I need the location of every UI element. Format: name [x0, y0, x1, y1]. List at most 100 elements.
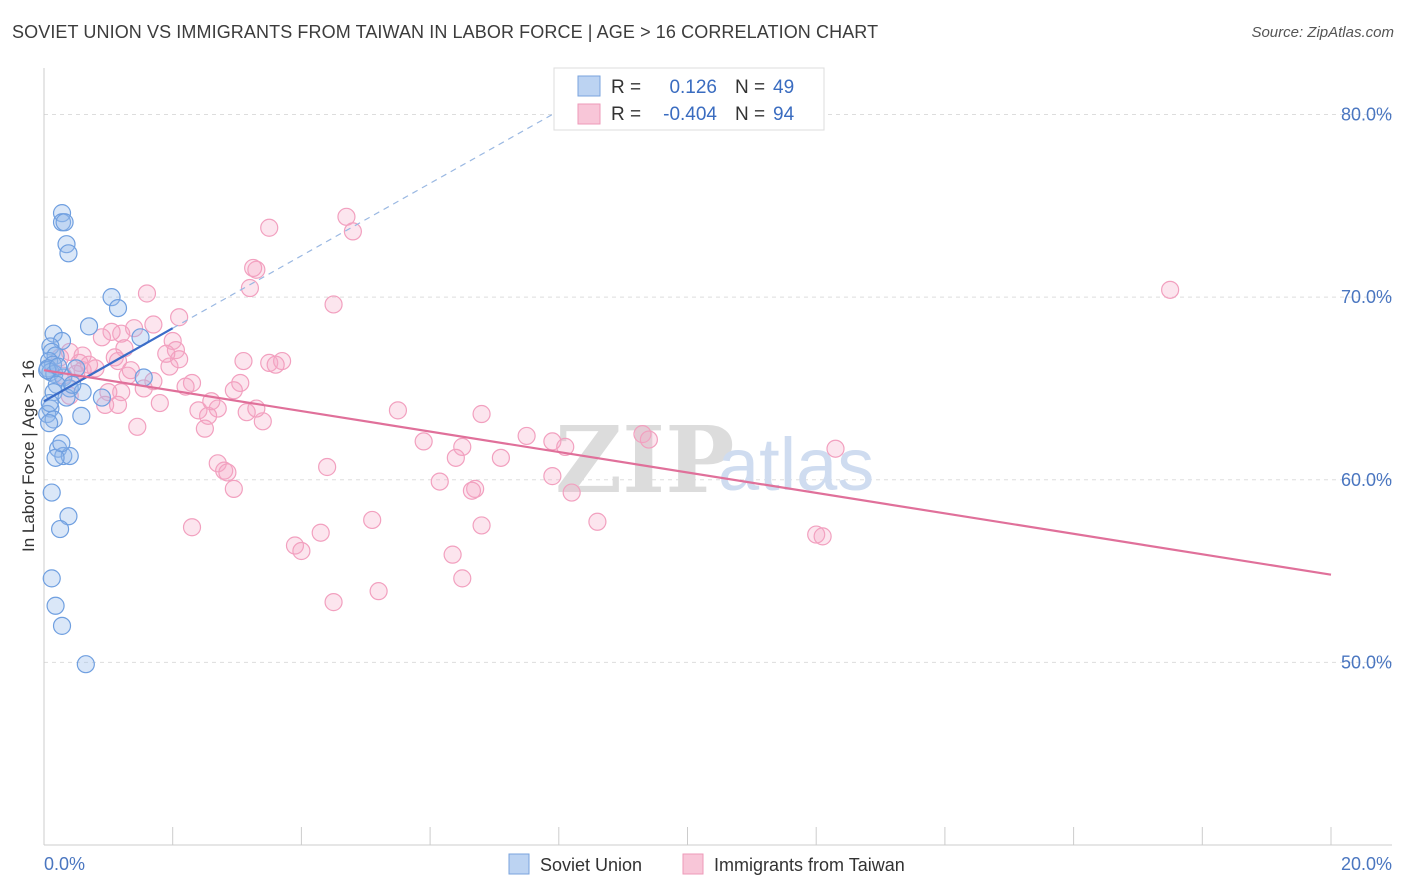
taiwan-point: [472, 404, 491, 424]
soviet-point: [46, 596, 65, 615]
legend-swatch-taiwan: [577, 103, 601, 125]
soviet-point: [108, 299, 128, 318]
taiwan-point: [231, 373, 250, 393]
taiwan-point: [491, 448, 510, 467]
legend-r-label-soviet: R =: [611, 77, 641, 98]
taiwan-point: [195, 419, 214, 438]
taiwan-point: [388, 401, 408, 420]
gridlines: [44, 114, 1392, 663]
taiwan-point: [92, 328, 112, 347]
taiwan-point: [128, 417, 147, 436]
taiwan-point: [311, 523, 330, 542]
taiwan-point: [176, 377, 195, 396]
scatter-points: [38, 204, 1180, 674]
taiwan-point: [414, 432, 433, 451]
taiwan-point: [443, 545, 462, 564]
bottom-legend-taiwan: Immigrants from Taiwan: [714, 855, 905, 875]
axes: [43, 68, 1392, 846]
taiwan-point: [517, 426, 536, 446]
soviet-point: [59, 507, 78, 526]
taiwan-point: [144, 315, 163, 334]
soviet-point: [41, 399, 60, 418]
soviet-point: [134, 368, 153, 387]
taiwan-point: [224, 381, 243, 400]
soviet-point: [40, 393, 59, 413]
taiwan-point: [208, 454, 227, 473]
legend-swatch-soviet: [577, 75, 601, 97]
chart-title: SOVIET UNION VS IMMIGRANTS FROM TAIWAN I…: [12, 22, 879, 42]
soviet-point: [52, 434, 71, 453]
x-tick-labels: 0.0% 20.0%: [44, 854, 1392, 874]
taiwan-point: [453, 569, 472, 588]
x-tick-label-0: 0.0%: [44, 854, 85, 874]
taiwan-point: [144, 372, 163, 391]
legend-n-value-soviet: 49: [773, 77, 794, 98]
top-legend: R = 0.126 N = 49 R = -0.404 N = 94: [553, 67, 825, 131]
legend-n-value-taiwan: 94: [773, 104, 795, 125]
y-tick-label-80: 80.0%: [1341, 105, 1392, 125]
y-tick-labels: 50.0% 60.0% 70.0% 80.0%: [1341, 105, 1392, 673]
soviet-point: [40, 414, 59, 433]
soviet-point: [50, 519, 70, 539]
taiwan-point: [324, 295, 343, 314]
soviet-point: [60, 446, 79, 466]
taiwan-point: [237, 403, 256, 422]
taiwan-point: [556, 437, 575, 456]
bottom-legend-swatch-taiwan: [682, 853, 704, 875]
x-tick-label-20: 20.0%: [1341, 854, 1392, 874]
taiwan-point: [234, 351, 253, 371]
taiwan-point: [266, 355, 285, 374]
taiwan-point: [108, 395, 128, 414]
y-axis-label: In Labor Force | Age > 16: [19, 360, 38, 552]
taiwan-point: [324, 593, 343, 612]
taiwan-point: [462, 481, 482, 500]
taiwan-point: [588, 512, 607, 531]
soviet-point: [92, 388, 112, 407]
taiwan-point: [240, 278, 260, 298]
taiwan-point: [137, 284, 157, 303]
taiwan-point: [218, 463, 237, 482]
source-credit: Source: ZipAtlas.com: [1251, 24, 1394, 41]
taiwan-point: [343, 222, 362, 241]
bottom-legend-swatch-soviet: [508, 853, 530, 875]
soviet-trend-line: [43, 327, 174, 403]
legend-r-value-soviet: 0.126: [669, 77, 717, 98]
watermark-atlas: atlas: [718, 423, 874, 506]
taiwan-point: [472, 516, 491, 535]
taiwan-point: [182, 518, 202, 537]
taiwan-point: [292, 541, 311, 561]
trend-lines: [43, 110, 1332, 576]
soviet-point: [73, 383, 92, 402]
bottom-legend-soviet: Soviet Union: [540, 855, 642, 875]
taiwan-point: [826, 439, 845, 458]
y-tick-label-50: 50.0%: [1341, 652, 1392, 672]
soviet-trend-extension: [172, 110, 560, 329]
taiwan-point: [189, 401, 208, 420]
taiwan-point: [244, 258, 263, 278]
taiwan-point: [466, 479, 485, 498]
taiwan-point: [369, 582, 388, 601]
taiwan-point: [453, 437, 472, 456]
legend-n-label-taiwan: N =: [735, 104, 765, 125]
taiwan-point: [208, 399, 227, 418]
bottom-legend: Soviet Union Immigrants from Taiwan: [508, 853, 905, 875]
soviet-point: [42, 569, 61, 588]
soviet-point: [52, 616, 72, 635]
taiwan-point: [318, 457, 337, 477]
taiwan-point: [215, 461, 234, 480]
y-tick-label-60: 60.0%: [1341, 470, 1392, 490]
taiwan-point: [170, 308, 189, 327]
taiwan-point: [430, 472, 449, 491]
soviet-point: [42, 483, 61, 502]
soviet-point: [57, 235, 76, 254]
taiwan-point: [150, 393, 169, 413]
taiwan-point: [363, 510, 382, 530]
legend-r-label-taiwan: R =: [611, 104, 641, 125]
legend-r-value-taiwan: -0.404: [663, 104, 717, 125]
soviet-point: [76, 655, 95, 674]
taiwan-point: [543, 467, 562, 486]
soviet-point: [72, 406, 91, 425]
taiwan-point: [157, 344, 176, 363]
taiwan-point: [813, 527, 832, 546]
